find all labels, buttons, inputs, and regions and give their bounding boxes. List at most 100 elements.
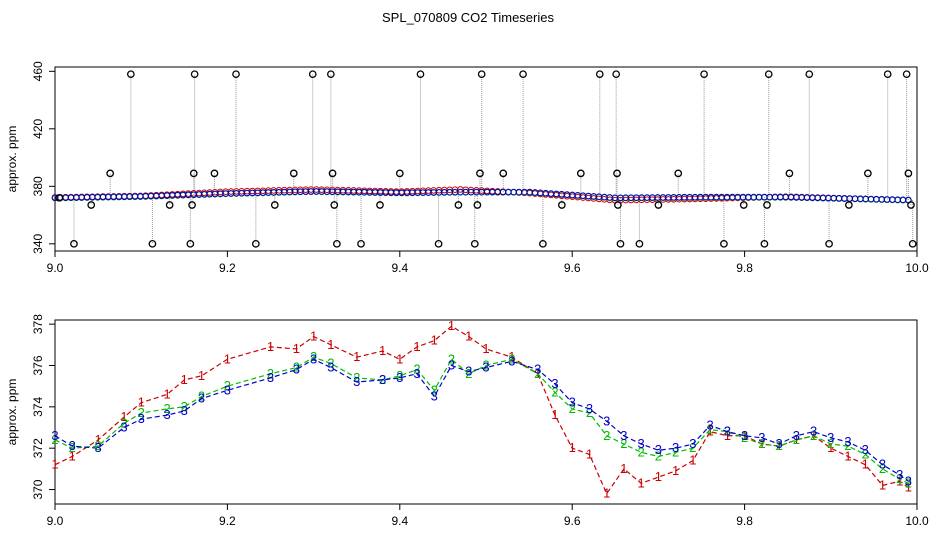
marker-3-22: 3 [534,362,541,377]
marker-1-14: 1 [379,343,386,358]
marker-1-33: 1 [724,428,731,443]
marker-1-15: 1 [396,351,403,366]
marker-1-43: 1 [896,473,903,488]
marker-2-42: 2 [879,461,886,476]
marker-3-13: 3 [353,374,360,389]
marker-2-18: 2 [448,351,455,366]
marker-3-33: 3 [724,424,731,439]
marker-3-43: 3 [896,467,903,482]
marker-2-34: 2 [741,430,748,445]
marker-1-13: 1 [353,349,360,364]
outlier-point-34 [558,201,566,209]
marker-2-3: 2 [120,415,127,430]
marker-2-19: 2 [465,366,472,381]
x-tick-label-1-1: 9.2 [219,261,236,275]
bottom-panel: 9.0 9.2 9.4 9.6 9.8 10.0 370 372 374 376 378 approx… [5,314,929,528]
marker-3-2: 3 [94,440,101,455]
marker-2-11: 2 [310,349,317,364]
marker-1-9: 1 [267,339,274,354]
marker-2-35: 2 [758,436,765,451]
outlier-point-5 [148,239,157,248]
marker-3-20: 3 [482,360,489,375]
x-tick-label-2-5: 10.0 [905,514,929,528]
top-point-3-146 [830,194,838,202]
outlier-point-49 [764,70,773,79]
marker-2-20: 2 [482,357,489,372]
outlier-point-15 [289,169,298,178]
top-point-3-143 [814,194,822,202]
marker-1-7: 1 [198,368,205,383]
marker-3-9: 3 [267,370,274,385]
x-tick-label-1-4: 9.8 [736,261,753,275]
marker-1-8: 1 [224,351,231,366]
marker-3-40: 3 [844,434,851,449]
marker-3-17: 3 [431,388,438,403]
marker-3-10: 3 [293,362,300,377]
marker-2-39: 2 [827,436,834,451]
chart-title: SPL_070809 CO2 Timeseries [382,10,554,25]
marker-3-27: 3 [620,428,627,443]
marker-2-22: 2 [534,366,541,381]
top-point-3-158 [894,196,902,204]
y-tick-label-1-0: 340 [31,233,45,253]
marker-3-4: 3 [138,411,145,426]
x-tick-label-1-0: 9.0 [47,261,64,275]
top-point-3-145 [825,194,832,202]
marker-1-37: 1 [793,432,800,447]
marker-3-31: 3 [689,436,696,451]
marker-3-26: 3 [603,413,610,428]
x-tick-label-1-2: 9.4 [391,261,408,275]
outlier-point-58 [907,201,915,209]
marker-1-1: 1 [69,448,76,463]
marker-2-15: 2 [396,368,403,383]
marker-1-39: 1 [827,440,834,455]
y-tick-label-2-0: 370 [31,479,45,499]
marker-1-23: 1 [551,407,558,422]
marker-2-27: 2 [620,436,627,451]
top-point-3-86 [510,188,517,196]
outlier-point-24 [416,70,425,79]
outlier-point-53 [845,201,853,209]
x-tick-label-2-2: 9.4 [391,514,408,528]
marker-2-23: 2 [551,384,558,399]
marker-1-3: 1 [120,409,127,424]
outlier-point-44 [700,70,708,79]
outlier-point-7 [186,239,195,248]
marker-2-0: 2 [51,432,58,447]
x-tick-label-2-3: 9.6 [564,514,581,528]
outlier-point-55 [883,70,892,79]
marker-1-4: 1 [138,395,145,410]
plot-frame-1 [54,66,918,252]
marker-2-7: 2 [198,388,205,403]
marker-3-6: 3 [181,403,188,418]
marker-2-43: 2 [896,471,903,486]
marker-3-3: 3 [120,420,127,435]
outlier-point-11 [210,169,219,178]
outlier-point-29 [476,169,484,178]
marker-1-19: 1 [465,329,472,344]
outlier-point-51 [805,70,814,79]
outlier-point-47 [760,239,769,248]
outlier-point-59 [908,239,917,248]
outlier-point-1 [70,239,78,248]
marker-2-25: 2 [586,405,593,420]
series-line-3 [54,358,909,482]
outlier-point-21 [357,239,365,248]
marker-2-10: 2 [293,360,300,375]
marker-3-41: 3 [862,442,869,457]
marker-1-29: 1 [655,469,662,484]
marker-1-5: 1 [163,386,170,401]
marker-2-26: 2 [603,428,610,443]
marker-2-17: 2 [431,382,438,397]
marker-2-38: 2 [810,428,817,443]
marker-2-16: 2 [413,362,420,377]
marker-3-15: 3 [396,370,403,385]
marker-3-42: 3 [879,457,886,472]
outlier-point-6 [165,201,174,209]
marker-3-29: 3 [655,442,662,457]
marker-3-11: 3 [310,351,317,366]
series-line-2 [54,356,909,484]
outlier-point-16 [308,70,317,79]
outlier-point-48 [763,201,771,209]
